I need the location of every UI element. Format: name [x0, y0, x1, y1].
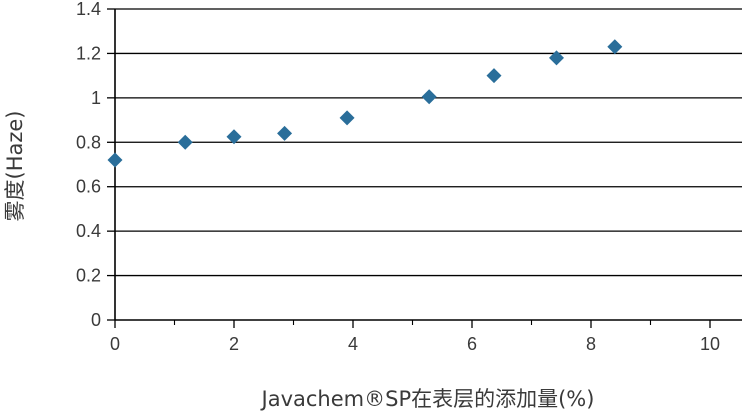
x-tick-label: 10 — [700, 334, 720, 354]
data-point-diamond — [607, 39, 623, 55]
data-point-diamond — [486, 68, 502, 84]
y-tick-label: 1.2 — [76, 43, 101, 63]
x-tick-label: 2 — [229, 334, 239, 354]
grid-lines — [115, 8, 742, 277]
data-point-diamond — [548, 50, 564, 66]
y-axis-title: 雾度(Haze) — [3, 111, 27, 222]
data-point-diamond — [421, 89, 437, 105]
data-point-diamond — [226, 129, 242, 145]
tick-labels: 0 2 4 6 8 10 0 0.2 0.4 0.6 0.8 1 1.2 1.4 — [76, 0, 720, 354]
y-tick-label: 1 — [91, 88, 101, 108]
x-axis-title: Javachem®SP在表层的添加量(%) — [260, 387, 595, 411]
data-point-diamond — [339, 110, 355, 126]
x-tick-label: 8 — [586, 334, 596, 354]
y-tick-label: 0 — [91, 310, 101, 330]
data-point-diamond — [177, 134, 193, 150]
x-tick-label: 4 — [348, 334, 358, 354]
axes — [107, 8, 742, 328]
data-point-diamond — [107, 152, 123, 168]
y-tick-label: 0.2 — [76, 266, 101, 286]
x-tick-label: 6 — [467, 334, 477, 354]
y-tick-label: 0.8 — [76, 132, 101, 152]
y-tick-label: 0.6 — [76, 177, 101, 197]
y-tick-label: 1.4 — [76, 0, 101, 19]
y-tick-label: 0.4 — [76, 221, 101, 241]
data-point-diamond — [277, 125, 293, 141]
data-points — [107, 39, 623, 168]
x-tick-label: 0 — [110, 334, 120, 354]
